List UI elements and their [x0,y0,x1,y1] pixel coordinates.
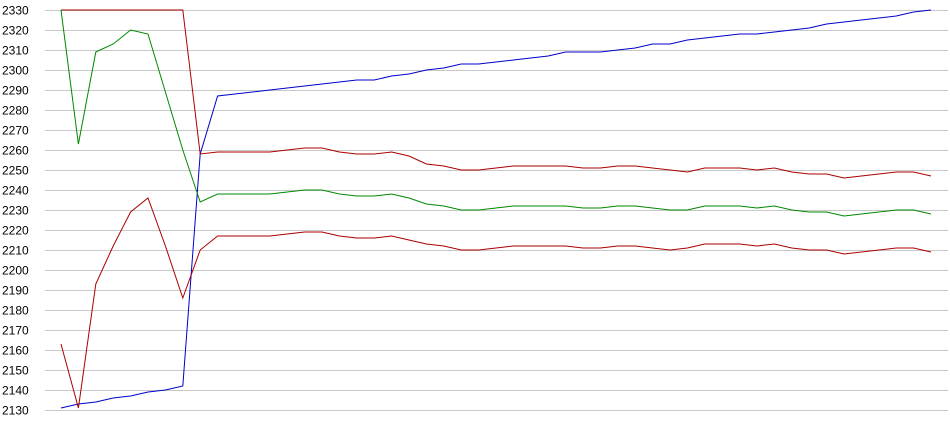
y-tick-label: 2280 [2,104,29,118]
y-tick-label: 2270 [2,124,29,138]
y-tick-label: 2150 [2,364,29,378]
y-tick-label: 2310 [2,44,29,58]
series-line-1 [60,9,932,409]
y-tick-label: 2140 [2,384,29,398]
y-tick-label: 2240 [2,184,29,198]
series-line-4 [60,197,932,409]
y-tick-label: 2220 [2,224,29,238]
series-line-3 [60,9,932,217]
y-tick-label: 2170 [2,324,29,338]
y-tick-label: 2260 [2,144,29,158]
y-tick-label: 2200 [2,264,29,278]
y-tick-label: 2230 [2,204,29,218]
y-tick-label: 2190 [2,284,29,298]
series-line-2 [61,9,932,179]
y-tick-label: 2320 [2,24,29,38]
y-tick-label: 2210 [2,244,29,258]
y-tick-label: 2300 [2,64,29,78]
y-tick-label: 2250 [2,164,29,178]
y-tick-label: 2290 [2,84,29,98]
y-tick-label: 2160 [2,344,29,358]
y-tick-label: 2130 [2,404,29,418]
y-tick-label: 2180 [2,304,29,318]
y-axis-tick-labels: 2130 2140 2150 2160 2170 2180 2190 2200 2210 2220… [2,4,29,418]
grid-layer [45,10,948,411]
series-layer [60,9,932,409]
y-tick-label: 2330 [2,4,29,18]
